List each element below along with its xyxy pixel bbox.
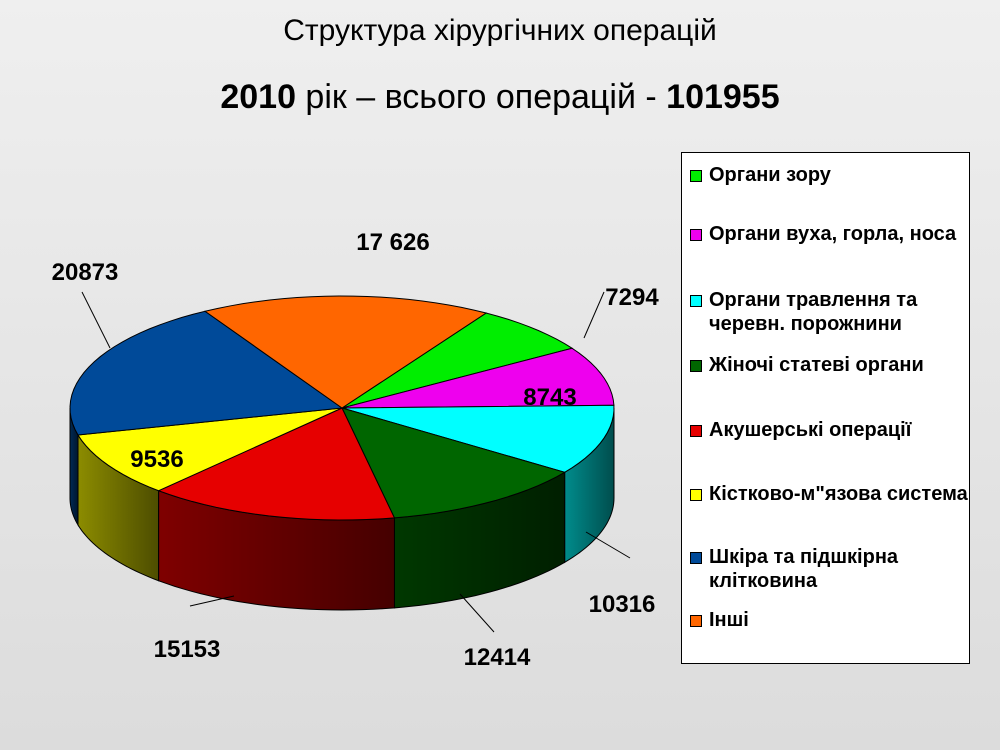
pie-sides (69, 407, 615, 611)
data-label: 17 626 (356, 229, 429, 256)
data-labels: 7294 8743 10316 12414 15153 9536 20873 17 626 (52, 229, 660, 671)
legend-swatch (690, 489, 702, 501)
data-label: 15153 (154, 636, 221, 663)
legend-swatch (690, 425, 702, 437)
legend-label: Жіночі статеві органи (709, 354, 924, 376)
legend-swatch (690, 170, 702, 182)
legend-label: Інші (709, 609, 749, 631)
leader-lines (81, 291, 631, 633)
leader-line (81, 291, 111, 349)
data-label: 7294 (605, 284, 659, 311)
leader-line (459, 593, 495, 633)
legend-label: Органи травлення та черевн. порожнини (709, 289, 918, 335)
pie-slices (69, 295, 615, 521)
legend-swatch (690, 615, 702, 627)
pie-slice (157, 407, 396, 521)
pie-chart: 7294 8743 10316 12414 15153 9536 20873 17 626 (52, 229, 660, 671)
legend-label: Шкіра та підшкірна клітковина (709, 546, 899, 592)
pie-slice (341, 312, 574, 409)
legend-label: Органи вуха, горла, носа (709, 223, 957, 245)
pie-slice (69, 310, 344, 436)
legend-swatch (690, 229, 702, 241)
data-label: 20873 (52, 259, 119, 286)
subtitle-text: рік – всього операцій - (295, 78, 667, 116)
pie-slice (341, 407, 566, 519)
chart-title: Структура хірургічних операцій (283, 14, 717, 47)
subtitle-total: 101955 (666, 78, 780, 116)
leader-line (189, 595, 235, 607)
chart-subtitle: 2010 рік – всього операцій - 101955 (0, 78, 1000, 117)
legend-label: Кістково-м"язова система (709, 483, 968, 505)
pie-slice (341, 347, 615, 409)
data-label: 12414 (464, 644, 531, 671)
leader-line (585, 531, 631, 559)
data-label: 9536 (130, 446, 183, 473)
leader-line (583, 291, 605, 339)
legend-label: Органи зору (709, 164, 831, 186)
pie-slice (203, 295, 488, 409)
legend-swatch (690, 552, 702, 564)
legend-swatch (690, 360, 702, 372)
legend-swatch (690, 295, 702, 307)
legend-label: Акушерські операції (709, 419, 912, 441)
subtitle-year: 2010 (220, 78, 296, 116)
data-label: 8743 (523, 384, 576, 411)
data-label: 10316 (589, 591, 656, 618)
legend: Органи зору Органи вуха, горла, носа Орг… (681, 152, 970, 664)
pie-slice (341, 404, 615, 473)
